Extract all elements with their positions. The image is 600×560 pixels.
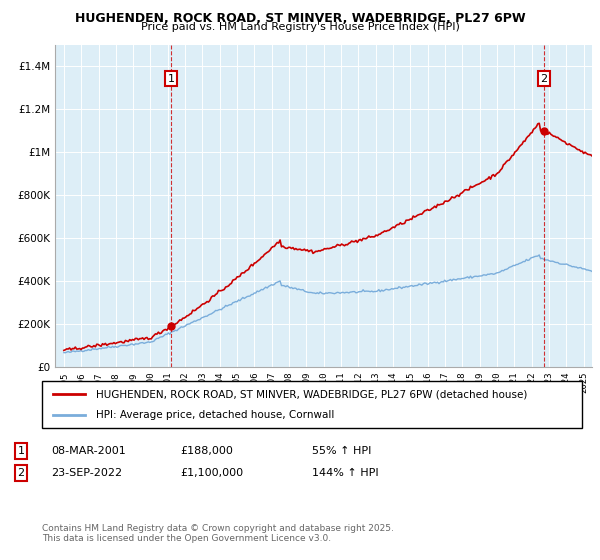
Text: Contains HM Land Registry data © Crown copyright and database right 2025.
This d: Contains HM Land Registry data © Crown c… (42, 524, 394, 543)
Text: 144% ↑ HPI: 144% ↑ HPI (312, 468, 379, 478)
Text: £188,000: £188,000 (180, 446, 233, 456)
Text: 55% ↑ HPI: 55% ↑ HPI (312, 446, 371, 456)
Text: 2: 2 (17, 468, 25, 478)
Text: HUGHENDEN, ROCK ROAD, ST MINVER, WADEBRIDGE, PL27 6PW (detached house): HUGHENDEN, ROCK ROAD, ST MINVER, WADEBRI… (96, 389, 527, 399)
FancyBboxPatch shape (42, 381, 582, 428)
Text: 23-SEP-2022: 23-SEP-2022 (51, 468, 122, 478)
Text: HPI: Average price, detached house, Cornwall: HPI: Average price, detached house, Corn… (96, 410, 334, 420)
Text: 08-MAR-2001: 08-MAR-2001 (51, 446, 126, 456)
Text: £1,100,000: £1,100,000 (180, 468, 243, 478)
Text: Price paid vs. HM Land Registry's House Price Index (HPI): Price paid vs. HM Land Registry's House … (140, 22, 460, 32)
Text: 1: 1 (17, 446, 25, 456)
Text: 2: 2 (541, 73, 548, 83)
Text: HUGHENDEN, ROCK ROAD, ST MINVER, WADEBRIDGE, PL27 6PW: HUGHENDEN, ROCK ROAD, ST MINVER, WADEBRI… (74, 12, 526, 25)
Text: 1: 1 (167, 73, 175, 83)
